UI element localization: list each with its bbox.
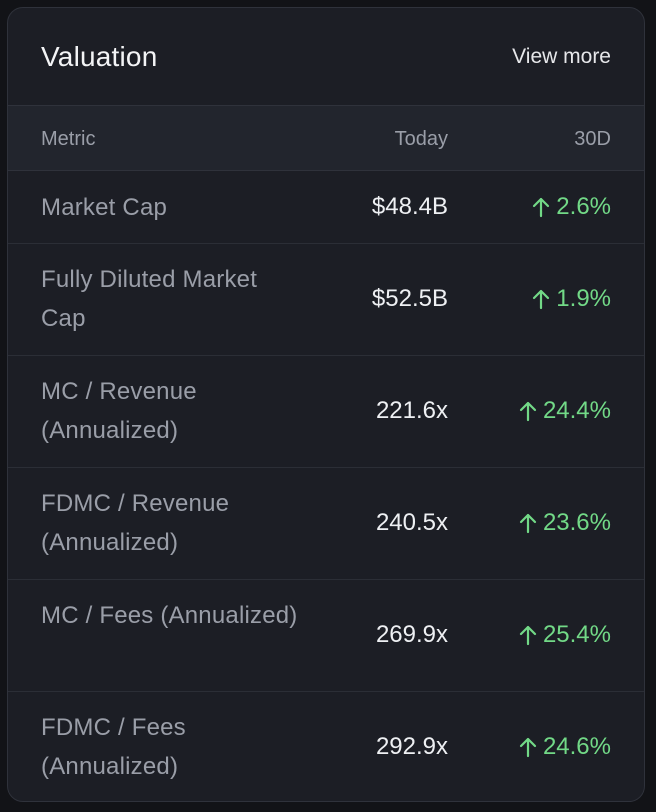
metric-label: FDMC / Revenue (Annualized) [41,490,230,556]
table-row: FDMC / Fees (Annualized) 292.9x 24.6% [8,692,644,801]
table-row: Market Cap $48.4B 2.6% [8,171,644,244]
arrow-up-icon [519,736,537,758]
change-percent: 25.4% [542,621,611,648]
metric-label: Market Cap [41,194,168,221]
arrow-up-icon [519,400,537,422]
today-value: 240.5x [375,509,448,536]
header-metric: Metric [41,128,96,150]
today-value: $52.5B [371,285,448,312]
change-value: 1.9% [532,284,611,314]
change-percent: 24.6% [542,733,611,760]
arrow-up-icon [519,624,537,646]
table-body: Market Cap $48.4B 2.6% Fully Diluted Mar… [8,171,644,801]
table-row: FDMC / Revenue (Annualized) 240.5x 23.6% [8,468,644,580]
change-percent: 1.9% [556,285,611,312]
metric-label: MC / Revenue (Annualized) [41,378,197,444]
table-row: MC / Fees (Annualized) 269.9x 25.4% [8,580,644,692]
today-value: $48.4B [371,193,448,220]
change-percent: 24.4% [542,397,611,424]
change-value: 25.4% [519,620,611,650]
header-30d: 30D [574,128,611,150]
card-title: Valuation [41,41,158,72]
table-row: MC / Revenue (Annualized) 221.6x 24.4% [8,356,644,468]
arrow-up-icon [532,196,550,218]
valuation-card: Valuation View more Metric Today 30D Mar… [7,7,645,802]
change-value: 24.4% [519,396,611,426]
header-today: Today [394,128,448,150]
change-value: 23.6% [519,508,611,538]
view-more-link[interactable]: View more [512,45,611,68]
today-value: 292.9x [375,733,448,760]
arrow-up-icon [519,512,537,534]
change-percent: 23.6% [542,509,611,536]
today-value: 269.9x [375,621,448,648]
change-value: 2.6% [532,192,611,222]
metric-label: FDMC / Fees (Annualized) [41,714,186,780]
metric-label: Fully Diluted Market Cap [41,266,258,332]
card-header: Valuation View more [8,8,644,106]
table-row: Fully Diluted Market Cap $52.5B 1.9% [8,244,644,356]
table-header-row: Metric Today 30D [8,106,644,171]
change-percent: 2.6% [556,193,611,220]
arrow-up-icon [532,288,550,310]
metric-label: MC / Fees (Annualized) [41,602,298,629]
change-value: 24.6% [519,732,611,762]
today-value: 221.6x [375,397,448,424]
